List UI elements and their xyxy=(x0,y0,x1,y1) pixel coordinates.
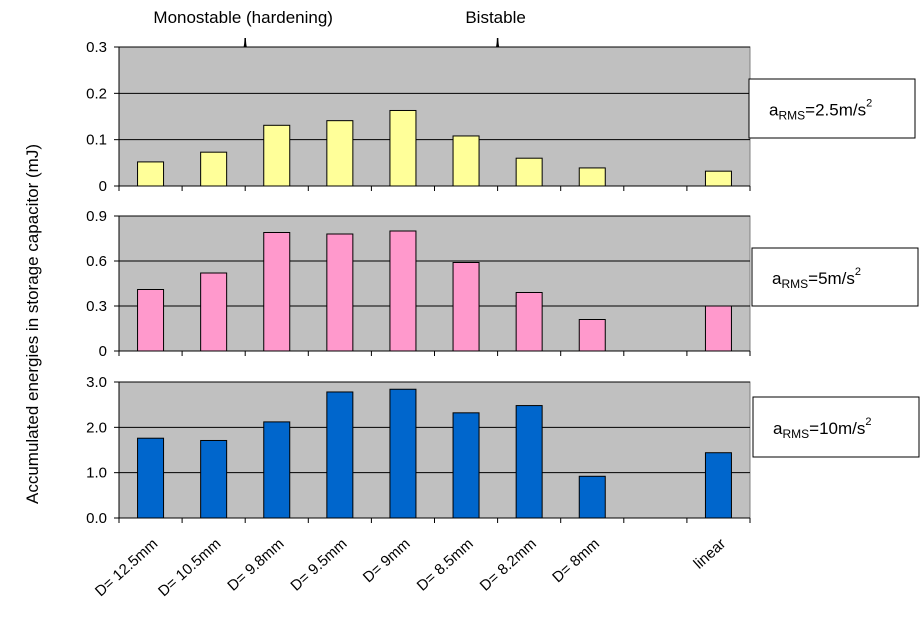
y-axis-label-group: Accumulated energies in storage capacito… xyxy=(23,144,42,504)
panel-1: 0 0.1 0.2 0.3 aRMS=2.5m/s2 xyxy=(86,39,916,195)
bar-2-5 xyxy=(389,230,417,352)
legend-box xyxy=(752,396,920,458)
bar-1-1 xyxy=(137,161,165,187)
bar-3-8 xyxy=(578,475,606,519)
y-tick-label: 0.0 xyxy=(86,510,107,527)
legend-label: aRMS=5m/s2 xyxy=(772,266,861,291)
y-tick-label: 0.2 xyxy=(86,85,107,102)
bar-1-10 xyxy=(704,170,732,187)
group-label: Monostable (hardening) xyxy=(153,8,333,27)
group-labels: Monostable (hardening) Bistable xyxy=(132,8,611,89)
bar-3-7 xyxy=(515,405,543,519)
y-tick-label: 0.9 xyxy=(86,208,107,225)
category-label: linear xyxy=(690,535,729,572)
category-label: D= 12.5mm xyxy=(92,535,161,600)
bar-1-4 xyxy=(326,120,354,187)
bar-1-3 xyxy=(263,124,291,187)
panel-3: 0.0 1.0 2.0 3.0 aRMS=10m/s2 xyxy=(86,374,920,527)
bar-2-6 xyxy=(452,262,480,352)
group-label: Bistable xyxy=(465,8,525,27)
bar-2-3 xyxy=(263,232,291,352)
y-tick-label: 0 xyxy=(99,343,107,360)
y-tick-label: 1.0 xyxy=(86,465,107,482)
bar-1-5 xyxy=(389,109,417,187)
y-tick-label: 0.1 xyxy=(86,132,107,149)
bar-2-8 xyxy=(578,319,606,352)
bar-3-1 xyxy=(137,437,165,519)
category-label: D= 9.8mm xyxy=(224,535,287,594)
category-label: D= 8.5mm xyxy=(414,535,477,594)
bar-3-10 xyxy=(704,452,732,519)
chart-panels: 0 0.1 0.2 0.3 aRMS=2.5m/s2 0 0.3 0.6 0.9 aRMS=5m/… xyxy=(86,39,920,527)
legend-box xyxy=(748,78,916,139)
bar-3-4 xyxy=(326,391,354,519)
bar-2-4 xyxy=(326,233,354,352)
bar-3-6 xyxy=(452,412,480,519)
bar-2-7 xyxy=(515,292,543,352)
legend-label: aRMS=10m/s2 xyxy=(773,416,872,441)
y-axis-label: Accumulated energies in storage capacito… xyxy=(23,144,42,504)
legend-label: aRMS=2.5m/s2 xyxy=(769,98,872,123)
category-label: D= 10.5mm xyxy=(155,535,224,600)
y-tick-label: 0.3 xyxy=(86,39,107,56)
panel-2: 0 0.3 0.6 0.9 aRMS=5m/s2 xyxy=(86,208,919,360)
bar-2-10 xyxy=(704,305,732,352)
bar-3-2 xyxy=(200,439,228,519)
y-tick-label: 2.0 xyxy=(86,419,107,436)
y-tick-label: 0.6 xyxy=(86,253,107,270)
category-label: D= 9mm xyxy=(360,535,414,586)
y-tick-label: 0 xyxy=(99,178,107,195)
bar-1-2 xyxy=(200,151,228,187)
bar-3-5 xyxy=(389,388,417,519)
bar-3-3 xyxy=(263,421,291,519)
category-label: D= 8mm xyxy=(549,535,603,586)
y-tick-label: 3.0 xyxy=(86,374,107,391)
bar-1-6 xyxy=(452,135,480,187)
legend-box xyxy=(751,247,919,307)
bar-2-2 xyxy=(200,272,228,352)
bar-2-1 xyxy=(137,289,165,352)
bar-1-7 xyxy=(515,157,543,187)
y-tick-label: 0.3 xyxy=(86,298,107,315)
category-label: D= 9.5mm xyxy=(287,535,350,594)
bar-1-8 xyxy=(578,167,606,187)
category-label: D= 8.2mm xyxy=(477,535,540,594)
